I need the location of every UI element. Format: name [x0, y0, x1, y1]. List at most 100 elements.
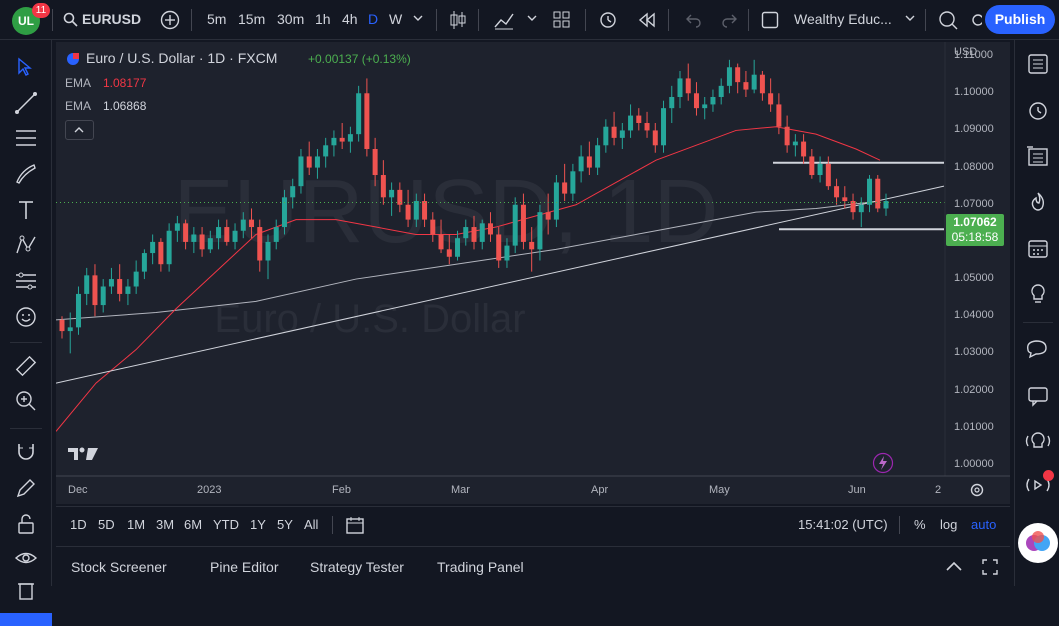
text-icon[interactable]	[14, 198, 38, 222]
interval-4h[interactable]: 4h	[342, 11, 358, 27]
quick-search-icon[interactable]	[937, 9, 959, 31]
range-6m[interactable]: 6M	[184, 517, 203, 532]
watchlist-icon[interactable]	[1026, 52, 1050, 76]
cursor-icon[interactable]	[15, 57, 35, 77]
ideas-lightbulb-icon[interactable]	[1026, 282, 1050, 306]
range-5y[interactable]: 5Y	[277, 517, 293, 532]
range-1d[interactable]: 1D	[70, 517, 87, 532]
prediction-icon[interactable]	[14, 269, 38, 293]
price-chart[interactable]: EURUSD, 1D Euro / U.S. Dollar	[56, 42, 1010, 504]
log-scale-toggle[interactable]: log	[940, 517, 958, 532]
chart-pane[interactable]: EURUSD, 1D Euro / U.S. Dollar Euro / U.S…	[56, 42, 1010, 504]
range-ytd[interactable]: YTD	[213, 517, 239, 532]
interval-15m[interactable]: 15m	[238, 11, 266, 27]
candle-body	[265, 241, 271, 261]
candle-body	[298, 156, 304, 187]
trend-line-icon[interactable]	[14, 91, 38, 115]
publish-button[interactable]: Publish	[985, 5, 1055, 34]
magnet-icon[interactable]	[14, 440, 38, 464]
brush-icon[interactable]	[14, 162, 38, 186]
ema1-label[interactable]: EMA	[65, 76, 92, 90]
candle-body	[306, 156, 312, 168]
utc-clock[interactable]: 15:41:02 (UTC)	[798, 517, 888, 532]
interval-1h[interactable]: 1h	[315, 11, 331, 27]
ema1-value: 1.08177	[103, 76, 147, 90]
legend-title[interactable]: Euro / U.S. Dollar · 1D · FXCM	[86, 50, 278, 66]
layout-icon[interactable]	[761, 11, 779, 29]
calendar-icon[interactable]	[1026, 236, 1050, 260]
interval-w[interactable]: W	[389, 11, 403, 27]
layout-name[interactable]: Wealthy Educ...	[794, 11, 892, 27]
tab-strategy-tester[interactable]: Strategy Tester	[310, 559, 404, 575]
ema2-label[interactable]: EMA	[65, 99, 92, 113]
percent-scale-toggle[interactable]: %	[914, 517, 926, 532]
goto-date-icon[interactable]	[345, 515, 365, 535]
watermark-symbol: EURUSD, 1D	[173, 162, 718, 262]
lightning-icon[interactable]	[872, 452, 894, 474]
templates-icon[interactable]	[552, 10, 572, 30]
time-tick: 2	[935, 484, 942, 496]
divider	[748, 9, 749, 31]
indicators-icon[interactable]	[493, 9, 515, 31]
settings-gear-icon[interactable]	[969, 482, 985, 498]
collapse-legend-button[interactable]	[65, 120, 94, 140]
candle-body	[364, 93, 370, 150]
range-1y[interactable]: 1Y	[250, 517, 266, 532]
tab-pine-editor[interactable]: Pine Editor	[210, 559, 279, 575]
search-icon[interactable]	[63, 12, 78, 27]
candle-body	[537, 212, 543, 250]
tradingview-logo-icon[interactable]	[66, 444, 100, 464]
hotlist-icon[interactable]	[1026, 190, 1050, 214]
ruler-icon[interactable]	[14, 354, 38, 378]
tab-stock-screener[interactable]: Stock Screener	[71, 559, 167, 575]
lock-icon[interactable]	[14, 512, 38, 536]
streams-icon[interactable]	[1023, 428, 1053, 454]
candle-body	[751, 74, 757, 90]
candle-body	[562, 182, 568, 194]
chevron-down-icon[interactable]	[413, 15, 423, 23]
horizontal-lines-icon[interactable]	[14, 126, 38, 150]
chevron-down-icon[interactable]	[905, 15, 915, 23]
candle-body	[257, 227, 263, 261]
chats-icon[interactable]	[1024, 336, 1052, 360]
candle-body	[446, 249, 452, 257]
assistant-button[interactable]	[1018, 523, 1058, 563]
interval-5m[interactable]: 5m	[207, 11, 227, 27]
range-3m[interactable]: 3M	[156, 517, 175, 532]
currency-label[interactable]: USD	[954, 46, 978, 58]
candle-body	[834, 186, 840, 198]
add-symbol-icon[interactable]	[160, 10, 180, 30]
pattern-icon[interactable]	[14, 233, 38, 257]
emoji-icon[interactable]	[14, 305, 38, 329]
alert-icon[interactable]	[598, 9, 620, 31]
candle-body	[875, 178, 881, 209]
data-window-icon[interactable]	[1026, 144, 1050, 168]
replay-icon[interactable]	[638, 12, 656, 28]
price-tick: 1.07000	[954, 197, 994, 210]
trend-line[interactable]	[56, 185, 945, 384]
eye-icon[interactable]	[14, 546, 38, 570]
object-tree-tab[interactable]	[0, 613, 52, 626]
redo-icon[interactable]	[722, 12, 738, 28]
messages-icon[interactable]	[1026, 384, 1050, 408]
maximize-icon[interactable]	[981, 558, 999, 576]
chevron-up-icon[interactable]	[945, 559, 963, 575]
undo-icon[interactable]	[685, 12, 701, 28]
candle-body	[207, 238, 213, 250]
range-5d[interactable]: 5D	[98, 517, 115, 532]
tab-trading-panel[interactable]: Trading Panel	[437, 559, 524, 575]
symbol-search[interactable]: EURUSD	[82, 11, 142, 27]
range-all[interactable]: All	[304, 517, 319, 532]
interval-d-active[interactable]: D	[368, 11, 379, 27]
candle-body	[578, 156, 584, 172]
trash-icon[interactable]	[14, 578, 38, 602]
interval-30m[interactable]: 30m	[277, 11, 305, 27]
chevron-down-icon[interactable]	[527, 15, 537, 23]
settings-icon[interactable]	[970, 9, 982, 31]
zoom-in-icon[interactable]	[14, 389, 38, 413]
range-1m[interactable]: 1M	[127, 517, 146, 532]
alarm-clock-icon[interactable]	[1026, 98, 1050, 122]
pencil-lock-icon[interactable]	[14, 476, 38, 500]
auto-scale-toggle[interactable]: auto	[971, 517, 997, 532]
candles-chart-type-icon[interactable]	[449, 9, 467, 31]
